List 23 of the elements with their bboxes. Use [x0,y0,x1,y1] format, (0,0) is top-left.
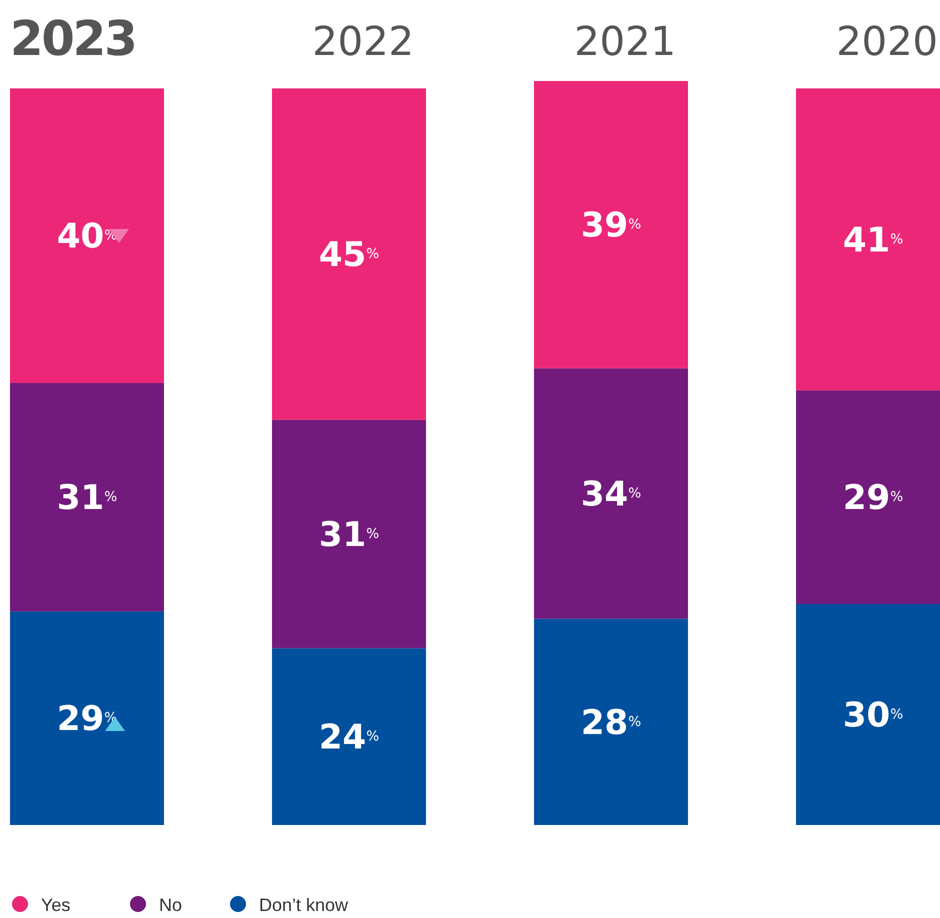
data-label: 29$^{%}$ [842,478,904,518]
data-label: 34$^{%}$ [580,474,642,515]
bar [272,420,426,648]
data-label: 24$^{%}$ [318,718,380,758]
bar [272,88,426,420]
legend-label: No [159,895,182,915]
x-tick-label: 2022 [312,19,414,65]
legend-label: Don’t know [259,895,350,915]
x-tick-label: 2021 [574,19,676,65]
bar [272,648,426,825]
data-label: 45$^{%}$ [318,235,380,276]
bar [10,611,164,825]
data-label: 28$^{%}$ [580,702,642,743]
bar [10,383,164,612]
legend-label: Yes [41,895,70,915]
data-label: 31$^{%}$ [56,478,118,518]
x-tick-label: 2020 [836,19,938,65]
data-label: 41$^{%}$ [842,220,904,260]
data-label: 31$^{%}$ [318,515,380,556]
bar [10,88,164,384]
x-tick-label: 2023 [10,11,136,67]
data-label: 39$^{%}$ [580,206,642,246]
data-label: 30$^{%}$ [842,696,904,736]
